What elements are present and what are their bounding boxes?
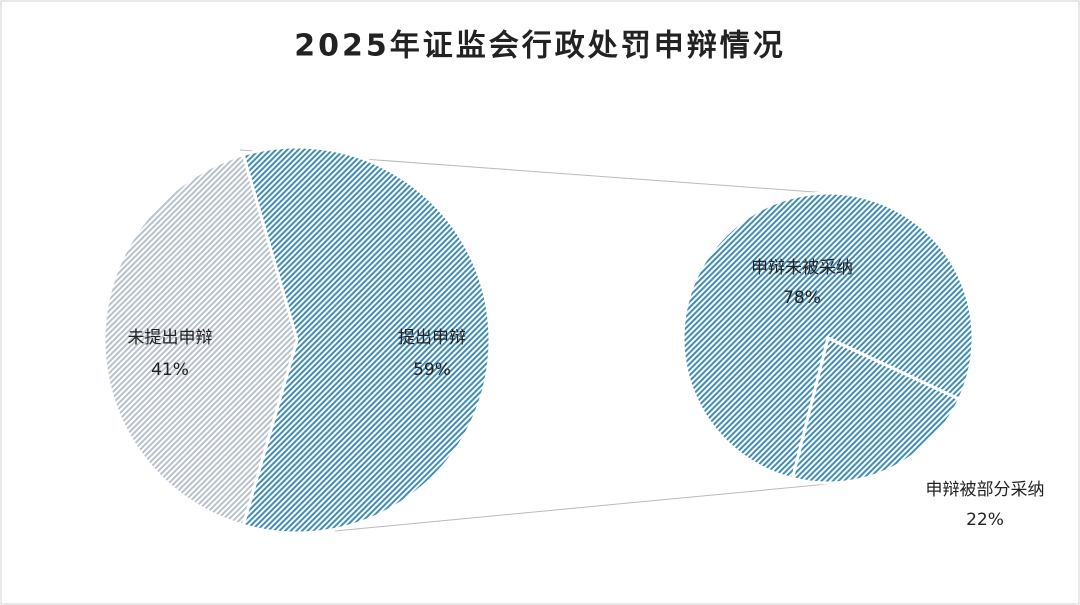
data-label-value: 59% [413,360,451,380]
data-label-value: 78% [783,288,821,308]
data-label-value: 22% [966,510,1004,530]
pie-slice [102,152,299,528]
pie-slice [790,335,962,485]
data-label-name: 申辩未被采纳 [751,258,853,278]
data-label-name: 申辩被部分采纳 [926,480,1045,500]
chart-title: 2025年证监会行政处罚申辩情况 [294,29,786,64]
pie-slice [241,145,492,535]
connector-line [334,483,829,532]
data-label-value: 41% [151,360,189,380]
data-label-name: 提出申辩 [398,328,466,348]
pie-slice [681,191,975,481]
data-label-name: 未提出申辩 [128,328,213,348]
